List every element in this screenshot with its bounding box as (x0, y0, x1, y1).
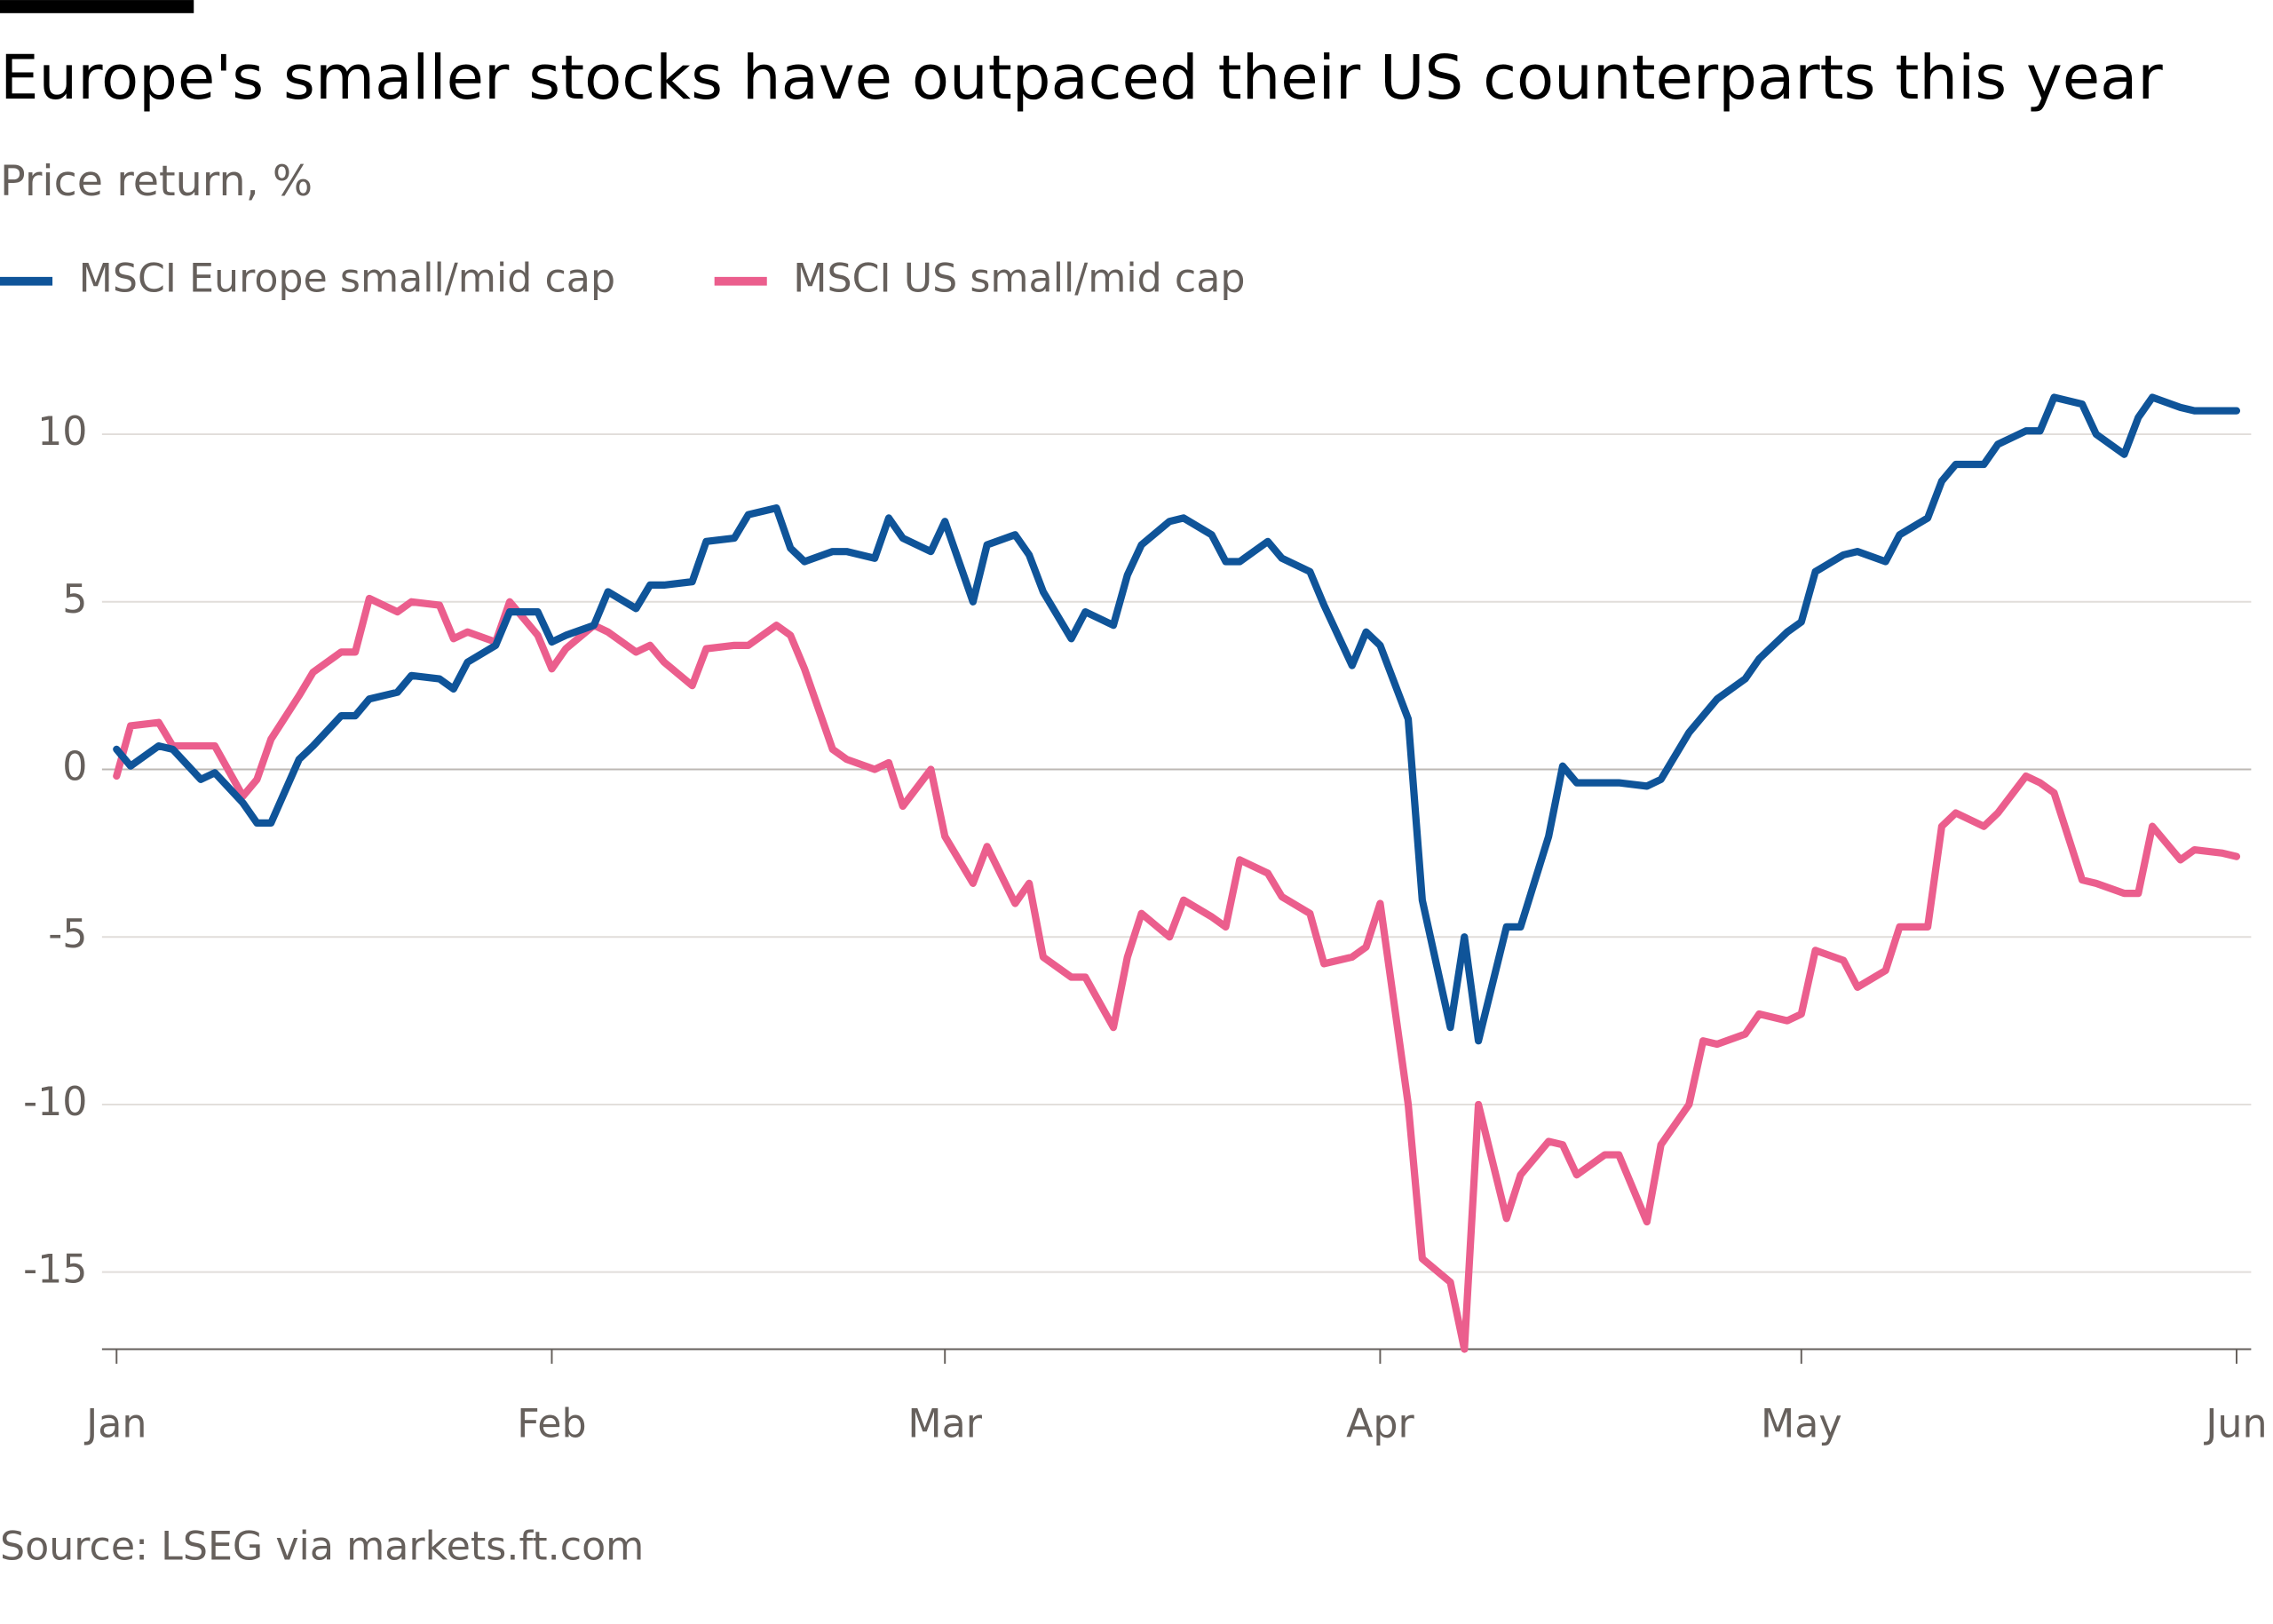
y-tick-label: 0 (62, 745, 87, 790)
x-tick-label: Mar (907, 1402, 982, 1447)
legend-label: MSCI Europe small/mid cap (79, 257, 615, 302)
x-tick-label: Apr (1346, 1402, 1414, 1447)
series-line (113, 393, 2241, 1045)
x-tick-label: Jun (2203, 1402, 2267, 1447)
y-tick-label: 10 (37, 409, 87, 455)
brand-bar (0, 0, 194, 13)
source: Source: LSEG via markets.ft.com (0, 1524, 644, 1569)
x-tick-label: May (1761, 1402, 1842, 1447)
series-line (113, 594, 2241, 1353)
y-tick-label: -5 (48, 912, 87, 957)
legend-label: MSCI US small/mid cap (793, 257, 1245, 302)
x-tick-label: Jan (83, 1402, 147, 1447)
x-tick-label: Feb (517, 1402, 586, 1447)
chart-subtitle: Price return, % (0, 157, 313, 206)
y-tick-label: -15 (23, 1248, 87, 1293)
y-tick-label: -10 (23, 1080, 87, 1125)
chart-title: Europe's smaller stocks have outpaced th… (0, 43, 2163, 114)
y-tick-label: 5 (62, 577, 87, 622)
